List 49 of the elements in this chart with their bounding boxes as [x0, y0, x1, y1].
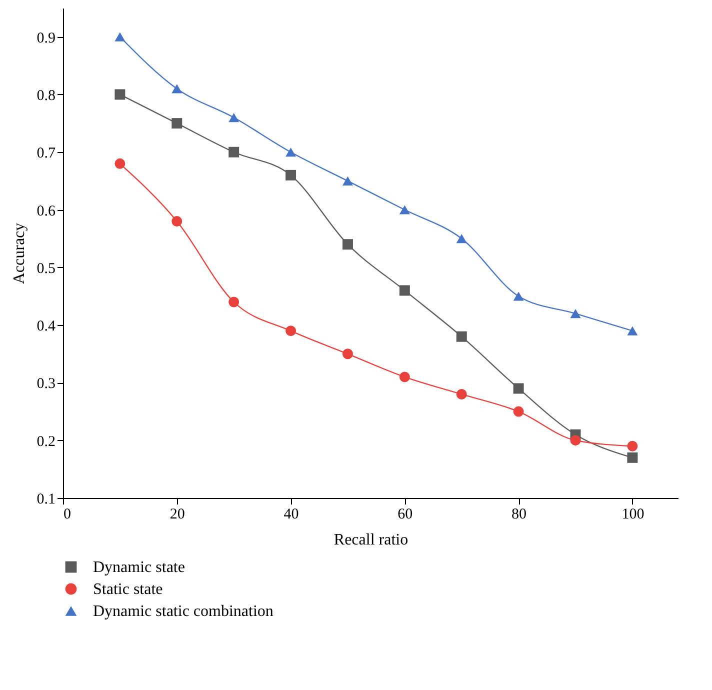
point	[114, 89, 126, 100]
point	[114, 32, 126, 42]
point	[570, 308, 581, 318]
y-tick-label: 0.5	[36, 260, 56, 277]
point	[172, 84, 182, 94]
point	[286, 170, 296, 180]
point	[228, 296, 240, 308]
y-tick-label: 0.4	[36, 318, 56, 335]
point	[456, 234, 467, 244]
point	[456, 389, 467, 400]
y-tick-label: 0.1	[36, 492, 56, 508]
point	[399, 205, 410, 214]
point	[286, 148, 296, 157]
point	[513, 292, 524, 301]
point	[286, 326, 296, 336]
x-tick-label: 0	[64, 506, 71, 522]
point	[627, 326, 638, 336]
point	[627, 440, 638, 452]
point	[172, 118, 182, 129]
y-tick-label: 0.6	[36, 203, 56, 220]
x-tick-label: 60	[398, 506, 413, 522]
x-tick-label: 100	[622, 506, 644, 522]
point	[342, 239, 353, 250]
y-axis-title: Accuracy	[10, 222, 28, 284]
point	[570, 435, 581, 446]
y-tick-label: 0.7	[36, 146, 56, 162]
x-axis-title: Recall ratio	[334, 532, 408, 548]
x-tick-label: 80	[512, 506, 527, 522]
point	[513, 406, 524, 417]
legend-label: Dynamic static combination	[93, 603, 274, 620]
y-tick-label: 0.8	[36, 88, 56, 104]
point	[456, 331, 467, 342]
point	[342, 176, 353, 186]
x-tick-label: 20	[170, 506, 185, 522]
point	[172, 216, 182, 227]
legend-label: Static state	[93, 581, 163, 598]
point	[627, 452, 638, 463]
point	[513, 383, 524, 394]
point	[399, 285, 410, 296]
point	[114, 158, 126, 169]
legend-label: Dynamic state	[93, 559, 185, 576]
y-tick-label: 0.9	[36, 30, 56, 46]
y-tick-label: 0.3	[36, 376, 56, 392]
point	[228, 112, 240, 122]
y-tick-label: 0.2	[36, 434, 56, 450]
point	[342, 348, 353, 360]
x-tick-label: 40	[284, 506, 299, 522]
point	[399, 372, 410, 382]
point	[228, 146, 240, 158]
